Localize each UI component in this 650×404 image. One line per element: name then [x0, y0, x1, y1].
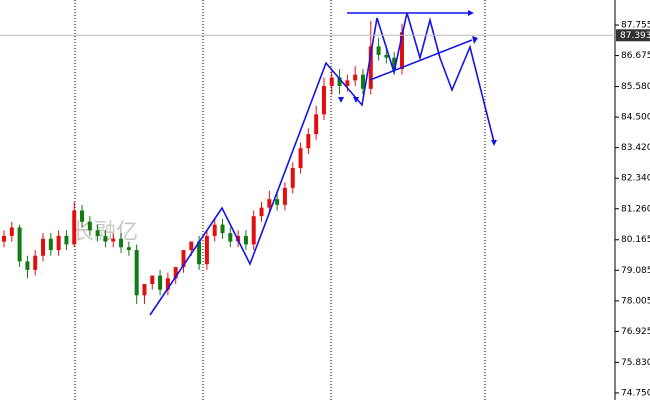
candle-body	[337, 77, 342, 86]
candle-body	[158, 275, 163, 290]
candle-body	[243, 235, 248, 245]
trend-line	[149, 12, 441, 316]
candle-body	[321, 85, 326, 115]
y-tick-label: 81.260	[621, 204, 650, 214]
projection-line	[439, 44, 495, 143]
candle-body	[189, 241, 194, 251]
candle-body	[64, 235, 69, 245]
candle-body	[150, 275, 155, 285]
candle-body	[384, 54, 389, 58]
candle-body	[56, 235, 61, 251]
candle-body	[228, 233, 233, 242]
candle-body	[345, 80, 350, 86]
arrow-head	[338, 97, 344, 103]
candle-body	[360, 74, 365, 89]
candle-body	[165, 278, 170, 290]
current-price-label: 87.393	[620, 31, 650, 41]
candles	[2, 20, 404, 304]
current-price-tag	[616, 29, 650, 42]
y-tick-label: 75.830	[621, 358, 650, 368]
y-tick-label: 74.750	[621, 388, 650, 398]
candle-body	[72, 210, 77, 245]
candle-body	[392, 57, 397, 70]
candle-body	[282, 187, 287, 205]
candle-body	[111, 238, 116, 242]
candle-body	[119, 238, 124, 248]
candle-body	[25, 261, 30, 270]
support-line	[369, 39, 473, 81]
candle-body	[142, 284, 147, 296]
candle-body	[212, 224, 217, 236]
candle-body	[329, 77, 334, 86]
y-axis: 87.755 86.675 85.580 84.500 83.420 82.340 81.2…	[615, 21, 650, 398]
arrow-head	[468, 10, 474, 16]
y-tick-label: 83.420	[621, 143, 650, 153]
candle-body	[134, 250, 139, 296]
candle-body	[376, 46, 381, 55]
candle-body	[41, 238, 46, 256]
candle-body	[251, 216, 256, 245]
candle-body	[298, 148, 303, 169]
candle-body	[181, 250, 186, 268]
y-tick-label: 87.755	[621, 21, 650, 31]
candle-body	[353, 74, 358, 81]
y-tick-label: 82.340	[621, 174, 650, 184]
candle-body	[368, 46, 373, 89]
candle-body	[275, 199, 280, 205]
candle-body	[259, 207, 264, 217]
candle-body	[173, 267, 178, 279]
candle-body	[126, 247, 131, 251]
candle-body	[267, 199, 272, 208]
candle-body	[80, 210, 85, 222]
y-tick-label: 76.925	[621, 327, 650, 337]
candle-body	[87, 221, 92, 231]
pattern-arrows	[149, 10, 497, 316]
candle-body	[2, 235, 6, 242]
candle-body	[197, 241, 202, 265]
candle-body	[48, 238, 53, 251]
candle-body	[9, 227, 14, 236]
candle-body	[204, 235, 209, 265]
candle-body	[103, 235, 108, 242]
arrow-head	[472, 36, 478, 44]
y-tick-label: 85.580	[621, 82, 650, 92]
candle-body	[17, 227, 22, 262]
y-tick-label: 79.085	[621, 266, 650, 276]
y-tick-label: 80.165	[621, 235, 650, 245]
candle-body	[220, 224, 225, 234]
arrow-head	[353, 97, 359, 103]
y-tick-label: 78.005	[621, 296, 650, 306]
candle-body	[400, 32, 404, 70]
candle-body	[314, 114, 319, 135]
candle-body	[33, 255, 38, 270]
candle-body	[306, 134, 311, 149]
y-tick-label: 84.500	[621, 113, 650, 123]
y-tick-label: 86.675	[621, 51, 650, 61]
candle-body	[95, 230, 100, 236]
arrow-head	[491, 140, 497, 146]
candle-body	[290, 168, 295, 188]
